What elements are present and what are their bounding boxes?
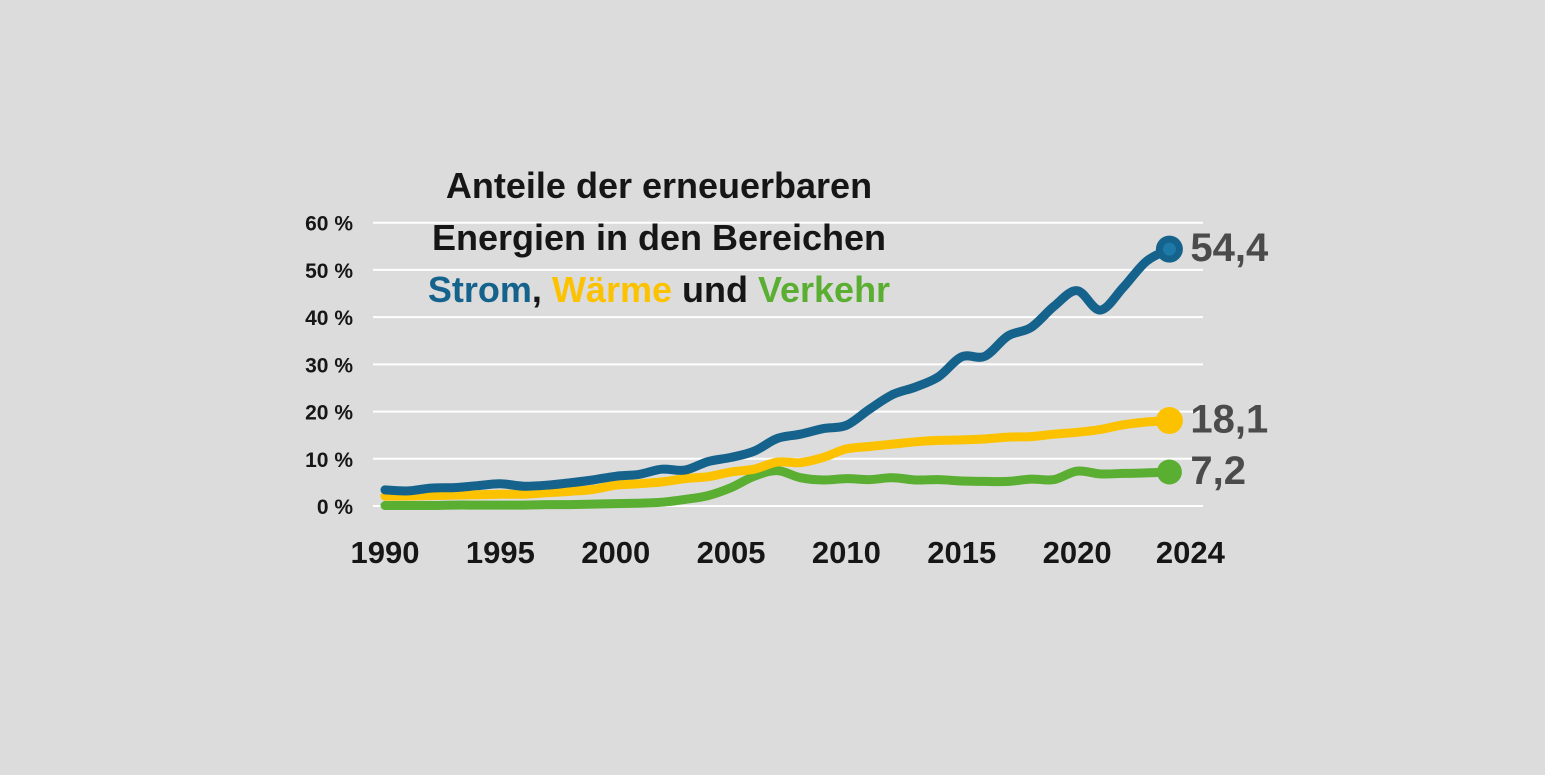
- legend-word-waerme: Wärme: [551, 269, 672, 310]
- chart-title-line1: Anteile der erneuerbaren: [445, 165, 873, 206]
- end-value-label-strom: 54,4: [1190, 226, 1269, 270]
- end-marker-inner-dot-strom: [1162, 242, 1176, 256]
- y-axis-tick-label: 20 %: [305, 402, 353, 425]
- x-axis-tick-label-2005: 2005: [697, 535, 766, 570]
- x-axis-tick-label-1995: 1995: [466, 535, 535, 570]
- x-axis-tick-label-2024: 2024: [1156, 535, 1226, 570]
- end-value-label-verkehr: 7,2: [1190, 449, 1246, 493]
- end-value-label-waerme: 18,1: [1190, 398, 1268, 442]
- y-axis-tick-label: 10 %: [305, 449, 353, 472]
- legend-word-verkehr: Verkehr: [757, 269, 891, 310]
- x-axis-tick-label-2000: 2000: [581, 535, 650, 570]
- legend-word-strom: Strom: [427, 269, 532, 310]
- x-axis-tick-label-1990: 1990: [351, 535, 420, 570]
- end-marker-waerme: [1155, 407, 1183, 435]
- title-separator: ,: [531, 269, 552, 310]
- series-line-strom: [380, 244, 1174, 496]
- chart-title-line2: Energien in den Bereichen: [431, 217, 887, 258]
- x-axis-tick-label-2020: 2020: [1043, 535, 1112, 570]
- y-axis-tick-label: 40 %: [305, 307, 353, 330]
- y-axis-tick-label: 50 %: [305, 260, 353, 283]
- y-axis-tick-label: 60 %: [305, 213, 353, 236]
- title-conjunction: und: [671, 269, 758, 310]
- end-marker-verkehr: [1156, 459, 1182, 485]
- series-line-waerme: [380, 416, 1174, 501]
- chart-title: Anteile der erneuerbaren Energien in den…: [368, 160, 950, 316]
- x-axis-tick-label-2015: 2015: [927, 535, 996, 570]
- series-line-verkehr: [380, 466, 1174, 511]
- y-axis-tick-label: 30 %: [305, 354, 353, 377]
- x-axis-tick-label-2010: 2010: [812, 535, 881, 570]
- y-axis-tick-label: 0 %: [317, 496, 354, 519]
- chart-title-line3: Strom, Wärme und Verkehr: [368, 264, 950, 316]
